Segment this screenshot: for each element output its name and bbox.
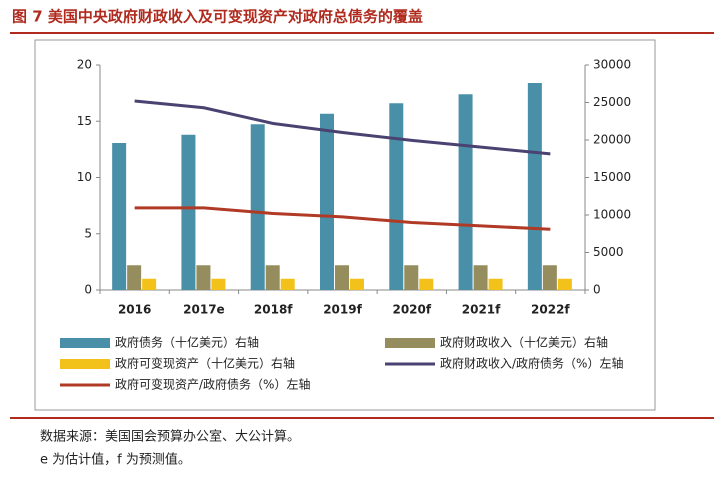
bar xyxy=(404,265,419,290)
y-tick-label: 5 xyxy=(84,226,92,240)
legend-label: 政府财政收入/政府债务（%）左轴 xyxy=(440,356,623,371)
bar xyxy=(389,103,404,290)
bar xyxy=(527,83,542,290)
legend-label: 政府可变现资产（十亿美元）右轴 xyxy=(115,356,295,371)
legend-note: e 为估计值，f 为预测值。 xyxy=(40,452,191,468)
bar xyxy=(542,265,557,290)
bar xyxy=(280,278,295,290)
bar xyxy=(557,278,572,290)
y-tick-label: 10 xyxy=(77,170,92,184)
bar xyxy=(250,124,265,290)
chart-title: 图 7 美国中央政府财政收入及可变现资产对政府总债务的覆盖 xyxy=(12,8,423,26)
x-tick-label: 2021f xyxy=(462,303,501,317)
y2-tick-label: 10000 xyxy=(593,208,631,222)
legend-label: 政府可变现资产/政府债务（%）左轴 xyxy=(115,377,310,392)
bar xyxy=(112,143,127,290)
bar xyxy=(320,113,334,290)
bar xyxy=(335,265,349,290)
legend-swatch xyxy=(60,359,110,369)
legend-swatch xyxy=(60,338,110,348)
bar xyxy=(488,278,503,290)
legend-label: 政府财政收入（十亿美元）右轴 xyxy=(440,335,608,350)
source-note: 数据来源：美国国会预算办公室、大公计算。 xyxy=(40,429,300,445)
bar xyxy=(181,134,196,290)
bar xyxy=(142,278,157,290)
y2-tick-label: 5000 xyxy=(593,245,624,259)
bar xyxy=(350,278,364,290)
y2-tick-label: 0 xyxy=(593,283,601,297)
x-tick-label: 2019f xyxy=(323,303,362,317)
line-series xyxy=(134,206,551,231)
x-tick-label: 2020f xyxy=(392,303,431,317)
x-tick-label: 2022f xyxy=(531,303,570,317)
bar xyxy=(419,278,434,290)
legend-swatch xyxy=(385,338,435,348)
legend-label: 政府债务（十亿美元）右轴 xyxy=(115,335,259,350)
y2-tick-label: 15000 xyxy=(593,170,631,184)
y2-tick-label: 25000 xyxy=(593,95,631,109)
x-tick-label: 2017e xyxy=(183,303,225,317)
chart-frame xyxy=(34,39,656,411)
line-series xyxy=(134,99,551,156)
y-tick-label: 20 xyxy=(77,58,92,72)
y2-tick-label: 20000 xyxy=(593,133,631,147)
x-tick-label: 2016 xyxy=(118,303,151,317)
bar xyxy=(196,265,211,290)
y-tick-label: 15 xyxy=(77,114,92,128)
bar xyxy=(265,265,280,290)
bar xyxy=(127,265,142,290)
bar xyxy=(473,265,488,290)
y-tick-label: 0 xyxy=(84,283,92,297)
y2-tick-label: 30000 xyxy=(593,58,631,72)
x-tick-label: 2018f xyxy=(254,303,293,317)
bar xyxy=(211,278,226,290)
bar xyxy=(458,94,473,290)
